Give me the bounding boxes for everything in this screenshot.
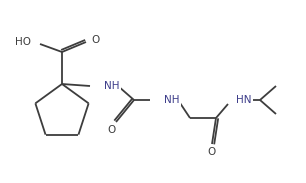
Text: O: O: [91, 35, 99, 45]
Text: NH: NH: [164, 95, 180, 105]
Text: O: O: [208, 147, 216, 157]
Text: NH: NH: [104, 81, 120, 91]
Text: O: O: [108, 125, 116, 135]
Text: HO: HO: [15, 37, 31, 47]
Text: HN: HN: [236, 95, 252, 105]
